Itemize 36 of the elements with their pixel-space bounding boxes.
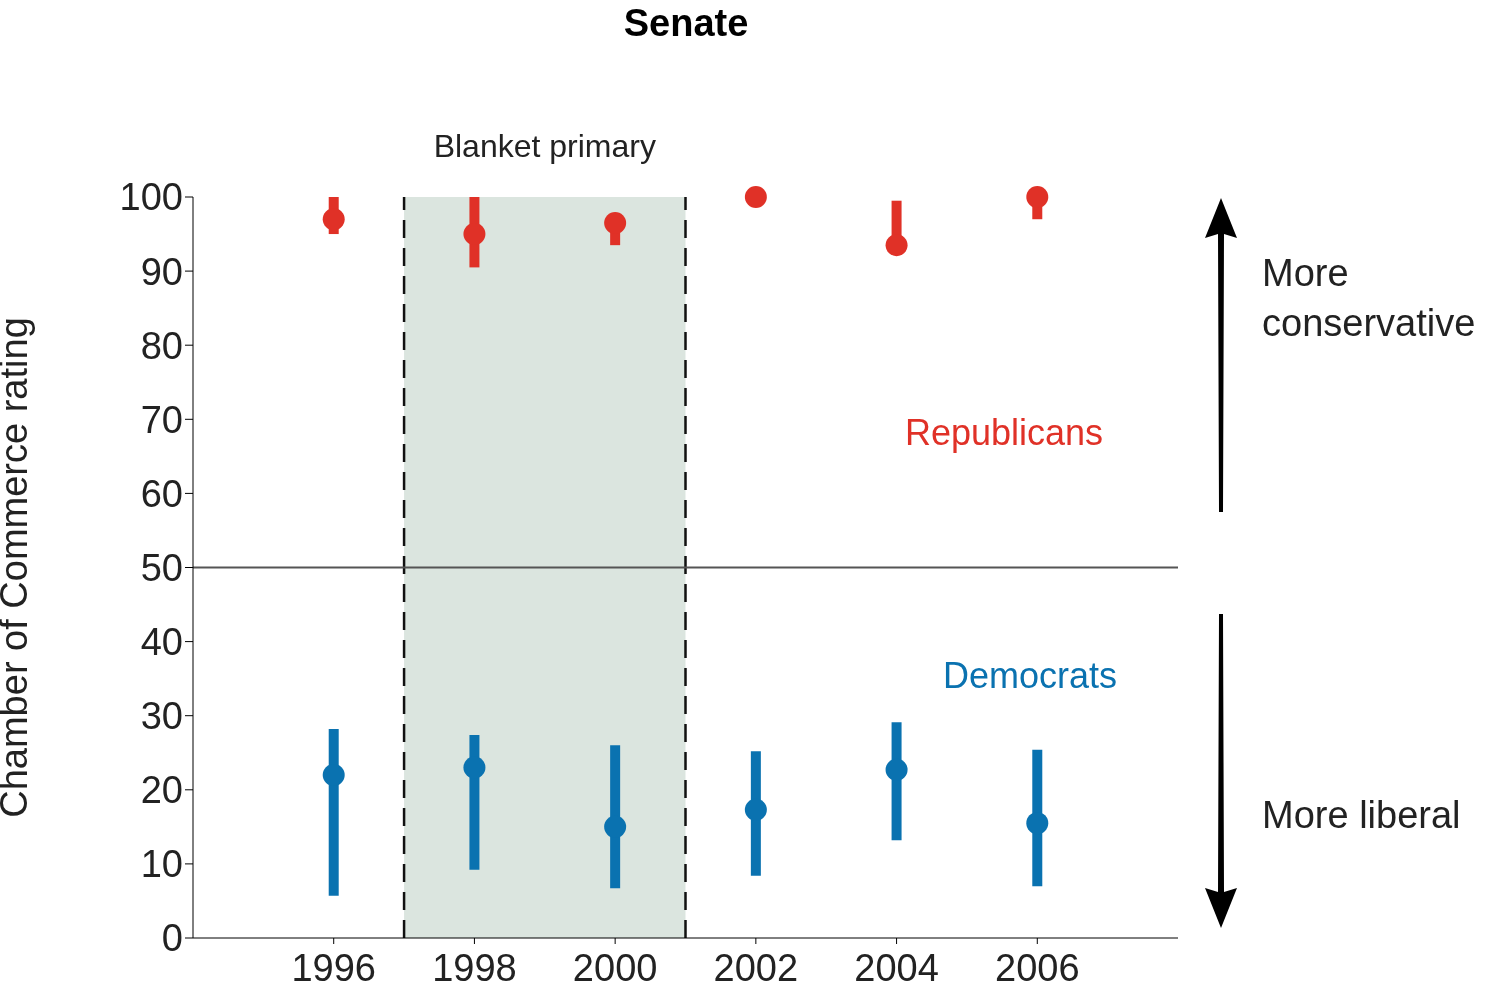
y-tick-label: 50 [140,546,183,589]
point [604,211,627,234]
y-tick-label: 70 [140,398,183,441]
y-tick-label: 20 [140,769,183,812]
y-tick-label: 10 [140,843,183,886]
band-label: Blanket primary [433,128,656,164]
x-tick-label: 2006 [995,946,1080,989]
point [744,798,767,821]
y-tick-label: 0 [161,917,183,960]
y-tick-label: 30 [140,695,183,738]
point [885,758,908,781]
y-tick-label: 100 [119,176,183,219]
point [604,815,627,838]
x-tick-label: 2004 [854,946,939,989]
text: More conservative [1262,251,1477,346]
point [463,756,486,779]
x-tick-label: 2000 [572,946,658,989]
point [322,208,345,231]
y-tick-label: 40 [140,621,183,664]
x-tick-label: 2002 [713,946,799,989]
y-axis-title: Chamber of Commerce rating [0,317,36,818]
text: More liberal [1262,793,1462,838]
point [1026,812,1049,835]
text: Republicans [905,412,1104,454]
y-tick-label: 80 [140,324,183,367]
point [322,763,345,786]
chart-title: Senate [622,2,750,45]
point [463,223,486,246]
y-tick-label: 60 [140,472,183,515]
point [1026,186,1049,208]
x-tick-label: 1996 [291,946,376,989]
point [744,186,767,208]
point [885,234,908,257]
y-tick-label: 90 [140,250,183,293]
text: Democrats [943,655,1118,697]
x-tick-label: 1998 [432,946,517,989]
